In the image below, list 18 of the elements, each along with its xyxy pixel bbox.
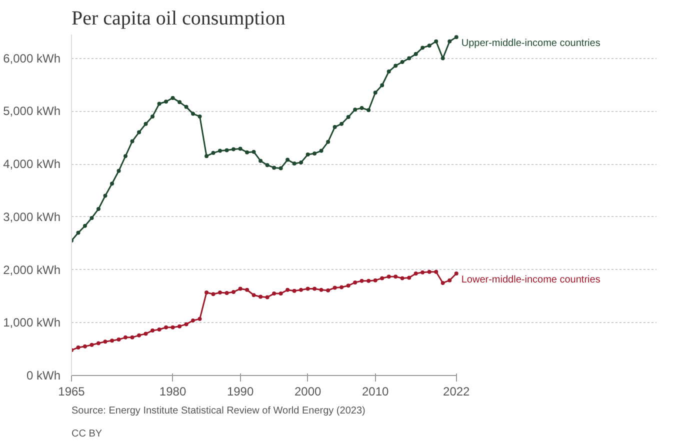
y-tick-label: 1,000 kWh xyxy=(3,316,61,330)
x-tick-label: 1965 xyxy=(58,384,86,398)
y-tick-label: 4,000 kWh xyxy=(3,157,61,172)
x-tick-label: 1990 xyxy=(226,384,254,398)
chart-title: Per capita oil consumption xyxy=(72,8,286,30)
y-tick-label: 0 kWh xyxy=(26,368,61,382)
y-tick-label: 6,000 kWh xyxy=(3,51,61,66)
source-note: Source: Energy Institute Statistical Review of World Energy (2023) xyxy=(72,406,366,416)
x-tick-label: 2022 xyxy=(443,384,470,398)
series-label: Lower-middle-income countries xyxy=(461,274,600,286)
series-label: Upper-middle-income countries xyxy=(461,38,600,50)
y-tick-label: 5,000 kWh xyxy=(3,104,61,118)
text: CC BY xyxy=(72,428,102,440)
x-tick-label: 1980 xyxy=(159,384,186,398)
x-tick-label: 2000 xyxy=(294,384,322,398)
y-tick-label: 3,000 kWh xyxy=(3,210,61,224)
x-tick-label: 2010 xyxy=(362,384,390,398)
y-tick-label: 2,000 kWh xyxy=(3,262,61,277)
